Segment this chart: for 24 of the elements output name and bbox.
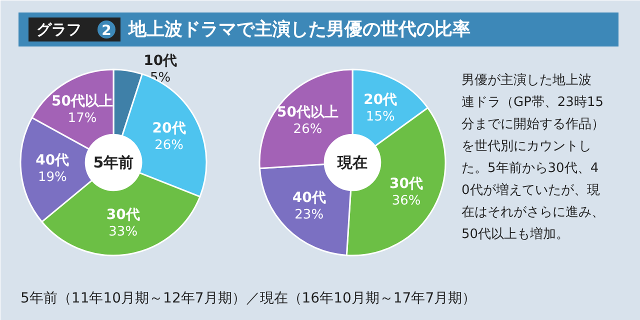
slice-label: 10代 bbox=[144, 52, 178, 69]
text: 5年前 bbox=[93, 154, 134, 172]
text: 5年前（11年10月期～12年7月期）／現在（16年10月期～17年7月期） bbox=[20, 290, 476, 306]
data-label: 23% bbox=[294, 207, 324, 222]
data-label: 15% bbox=[366, 109, 395, 124]
slice-label: 50代以上 bbox=[52, 94, 113, 110]
slice-label: 20代 bbox=[152, 120, 186, 136]
data-label: 17% bbox=[68, 111, 97, 126]
data-label: 36% bbox=[392, 194, 421, 209]
slice-label: 40代 bbox=[292, 190, 326, 206]
data-label: 33% bbox=[108, 224, 138, 240]
slice-label: 40代 bbox=[36, 152, 70, 168]
text: 男優が主演した地上波連ドラ（GP帯、23時15分までに開始する作品）を世代別にカウントした。5年前から30代、40代が増えていたが、現在はそれがさらに進み、50代以上も増加。 bbox=[462, 72, 604, 242]
text: 2 bbox=[102, 23, 112, 39]
text: 地上波ドラマで主演した男優の世代の比率 bbox=[128, 19, 470, 40]
data-label: 26% bbox=[154, 138, 184, 153]
slice-label: 30代 bbox=[106, 207, 140, 224]
text: グラフ bbox=[36, 20, 82, 38]
slice-label: 20代 bbox=[364, 92, 398, 108]
data-label: 26% bbox=[293, 122, 322, 137]
text: 現在 bbox=[336, 154, 368, 172]
slice-label: 50代以上 bbox=[277, 104, 338, 120]
slice-label: 30代 bbox=[390, 176, 424, 192]
data-label: 19% bbox=[38, 170, 67, 185]
